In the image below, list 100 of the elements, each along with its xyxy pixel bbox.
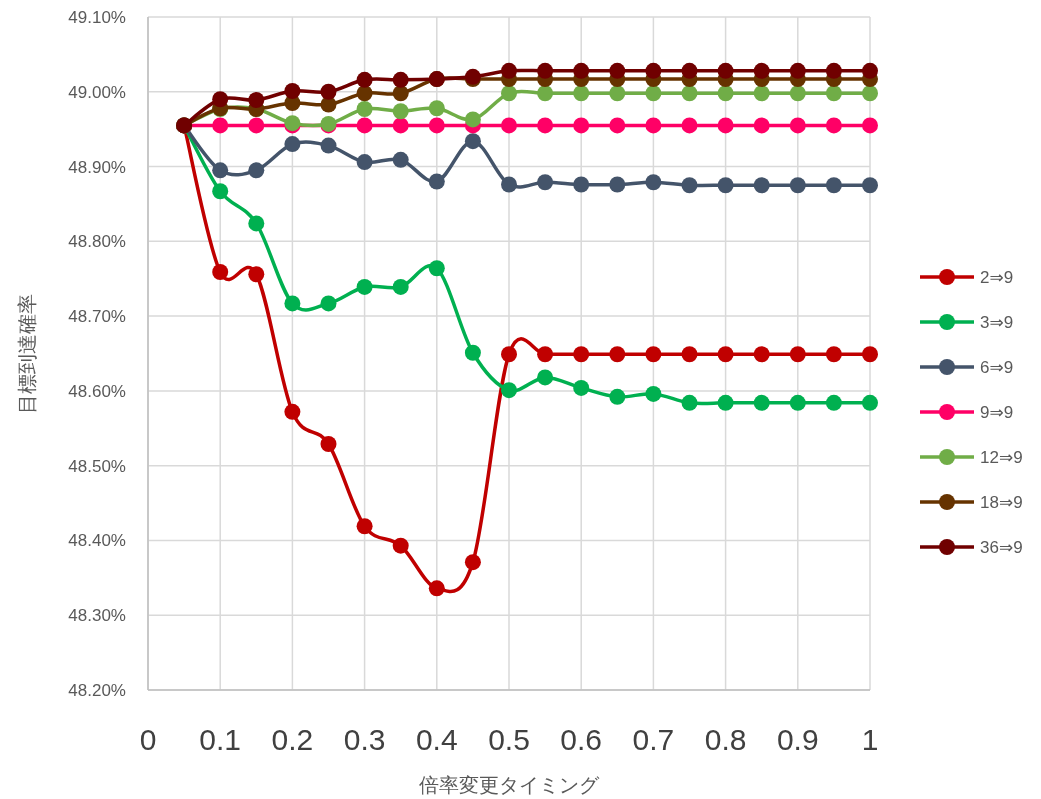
- point: [609, 117, 626, 134]
- legend-label: 18⇒9: [980, 493, 1023, 512]
- x-tick-label: 0.5: [488, 723, 530, 756]
- point: [392, 537, 409, 554]
- point: [464, 554, 481, 571]
- point: [645, 62, 662, 79]
- x-tick-label: 0.1: [199, 723, 242, 756]
- point: [392, 103, 409, 120]
- point: [609, 176, 626, 193]
- point: [428, 100, 445, 117]
- point: [537, 369, 554, 386]
- point: [753, 62, 770, 79]
- point: [392, 117, 409, 134]
- point: [825, 346, 842, 363]
- point: [212, 117, 229, 134]
- point: [681, 117, 698, 134]
- legend-label: 12⇒9: [980, 448, 1023, 467]
- point: [356, 518, 373, 535]
- point: [356, 85, 373, 102]
- point: [501, 346, 517, 363]
- point: [753, 177, 770, 194]
- point: [825, 117, 842, 134]
- point: [537, 85, 554, 102]
- x-tick-label: 0.8: [704, 723, 747, 756]
- y-tick-label: 48.20%: [68, 681, 126, 700]
- y-tick-label: 48.50%: [68, 456, 126, 476]
- point: [573, 85, 590, 102]
- point: [464, 133, 481, 150]
- point: [573, 176, 590, 193]
- point: [825, 177, 842, 194]
- x-tick-label: 0: [139, 723, 157, 756]
- point: [212, 263, 229, 280]
- y-tick-label: 48.40%: [68, 531, 126, 551]
- point: [825, 62, 842, 79]
- point: [212, 91, 229, 108]
- point: [356, 71, 373, 88]
- point: [681, 394, 698, 411]
- point: [392, 85, 409, 102]
- point: [789, 117, 806, 134]
- point: [753, 117, 770, 134]
- y-tick-label: 48.30%: [68, 606, 126, 626]
- point: [609, 85, 626, 102]
- point: [284, 83, 301, 100]
- point: [609, 346, 626, 363]
- point: [753, 394, 770, 411]
- point: [537, 174, 554, 191]
- point: [537, 346, 554, 363]
- point: [609, 388, 626, 405]
- point: [320, 137, 337, 154]
- point: [537, 62, 554, 79]
- point: [753, 85, 770, 102]
- point: [537, 117, 554, 134]
- point: [717, 85, 734, 102]
- point: [320, 435, 337, 452]
- x-tick-label: 0.4: [415, 723, 458, 756]
- point: [356, 154, 373, 171]
- point: [681, 346, 698, 363]
- point: [862, 85, 878, 102]
- point: [212, 162, 229, 179]
- point: [862, 117, 878, 134]
- point: [789, 62, 806, 79]
- point: [212, 183, 229, 200]
- y-tick-label: 48.90%: [68, 157, 126, 177]
- y-axis-title: 目標到達確率: [16, 293, 38, 414]
- point: [789, 394, 806, 411]
- point: [789, 346, 806, 363]
- point: [464, 344, 481, 361]
- point: [248, 117, 265, 134]
- x-tick-label: 0.2: [271, 723, 314, 756]
- point: [825, 85, 842, 102]
- point: [862, 177, 878, 194]
- point: [645, 385, 662, 402]
- x-axis-title: 倍率変更タイミング: [419, 774, 600, 796]
- y-tick-label: 49.10%: [68, 8, 126, 27]
- y-tick-label: 48.60%: [68, 381, 126, 401]
- point: [717, 62, 734, 79]
- point: [428, 173, 445, 190]
- point: [645, 117, 662, 134]
- point: [573, 379, 590, 396]
- x-tick-label: 0.3: [343, 723, 386, 756]
- point: [681, 62, 698, 79]
- legend-label: 3⇒9: [980, 313, 1014, 332]
- y-tick-label: 48.70%: [68, 307, 126, 327]
- point: [392, 278, 409, 295]
- point: [284, 136, 301, 153]
- point: [645, 346, 662, 363]
- point: [645, 174, 662, 191]
- point: [284, 403, 301, 420]
- y-tick-label: 49.00%: [68, 82, 126, 102]
- legend-label: 9⇒9: [980, 403, 1014, 422]
- point: [392, 151, 409, 168]
- point: [464, 111, 481, 128]
- point: [717, 346, 734, 363]
- point: [573, 346, 590, 363]
- point: [573, 62, 590, 79]
- point: [717, 117, 734, 134]
- point: [428, 580, 445, 597]
- point: [645, 85, 662, 102]
- point: [248, 215, 265, 232]
- point: [825, 394, 842, 411]
